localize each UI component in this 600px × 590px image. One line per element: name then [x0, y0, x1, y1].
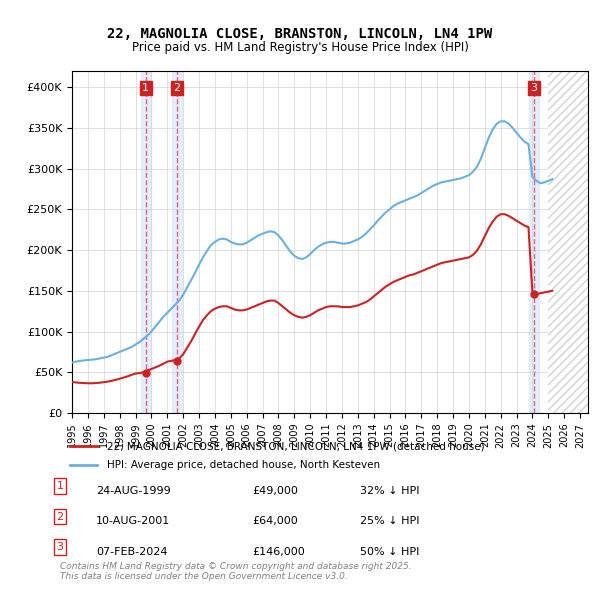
Bar: [141, 71, 151, 413]
Bar: [548, 71, 588, 413]
Text: £146,000: £146,000: [252, 547, 305, 557]
Text: 07-FEB-2024: 07-FEB-2024: [96, 547, 167, 557]
Text: 22, MAGNOLIA CLOSE, BRANSTON, LINCOLN, LN4 1PW (detached house): 22, MAGNOLIA CLOSE, BRANSTON, LINCOLN, L…: [107, 441, 485, 451]
Text: 1: 1: [142, 83, 149, 93]
Text: 3: 3: [530, 83, 538, 93]
Text: Contains HM Land Registry data © Crown copyright and database right 2025.
This d: Contains HM Land Registry data © Crown c…: [60, 562, 412, 581]
Text: 50% ↓ HPI: 50% ↓ HPI: [360, 547, 419, 557]
Text: £49,000: £49,000: [252, 486, 298, 496]
Text: 2: 2: [56, 512, 64, 522]
Bar: [172, 71, 182, 413]
Text: 10-AUG-2001: 10-AUG-2001: [96, 516, 170, 526]
Text: Price paid vs. HM Land Registry's House Price Index (HPI): Price paid vs. HM Land Registry's House …: [131, 41, 469, 54]
Text: HPI: Average price, detached house, North Kesteven: HPI: Average price, detached house, Nort…: [107, 460, 380, 470]
Bar: [529, 71, 539, 413]
Text: 2: 2: [173, 83, 181, 93]
Text: 1: 1: [56, 481, 64, 491]
Text: 32% ↓ HPI: 32% ↓ HPI: [360, 486, 419, 496]
Text: £64,000: £64,000: [252, 516, 298, 526]
Text: 22, MAGNOLIA CLOSE, BRANSTON, LINCOLN, LN4 1PW: 22, MAGNOLIA CLOSE, BRANSTON, LINCOLN, L…: [107, 27, 493, 41]
Text: 24-AUG-1999: 24-AUG-1999: [96, 486, 171, 496]
Text: 3: 3: [56, 542, 64, 552]
Text: 25% ↓ HPI: 25% ↓ HPI: [360, 516, 419, 526]
